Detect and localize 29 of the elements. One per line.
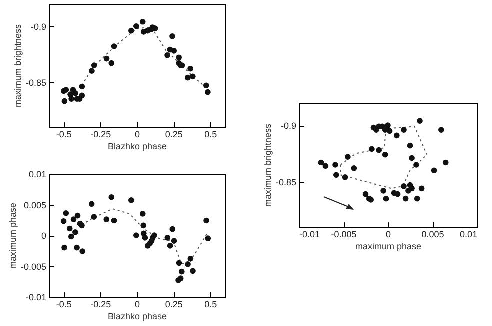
x-tick-label: 0 <box>386 230 392 240</box>
x-tick-label: 0 <box>134 130 140 140</box>
x-axis-title: Blazhko phase <box>108 142 168 152</box>
y-tick-label: 0.005 <box>24 200 46 210</box>
x-tick-label: -0.5 <box>56 130 72 140</box>
y-tick-label: -0.005 <box>20 262 46 272</box>
x-tick-label: 0.25 <box>165 130 183 140</box>
y-axis-title: maximum brightness <box>262 123 273 208</box>
x-tick-label: -0.25 <box>90 130 112 140</box>
x-tick-label: 0.01 <box>460 230 478 240</box>
x-tick-label: -0.01 <box>300 230 320 240</box>
y-tick-label: -0.85 <box>26 78 46 88</box>
x-tick-label: -0.25 <box>90 300 112 310</box>
x-axis-title: Blazhko phase <box>108 312 168 322</box>
y-tick-label: -0.9 <box>30 22 46 32</box>
x-tick-label: 0 <box>134 300 140 310</box>
x-tick-label: 0.5 <box>204 300 218 310</box>
x-tick-label: 0.25 <box>165 300 183 310</box>
x-axis-title: maximum phase <box>355 242 422 252</box>
x-tick-label: -0.005 <box>331 230 357 240</box>
y-tick-label: -0.9 <box>280 121 296 132</box>
x-tick-label: -0.5 <box>56 300 72 310</box>
x-tick-label: 0.5 <box>204 130 218 140</box>
y-tick-label: -0.85 <box>276 177 296 188</box>
y-axis-title: maximum brightness <box>12 24 23 108</box>
y-tick-label: 0.01 <box>28 170 46 180</box>
x-tick-label: 0.005 <box>422 230 444 240</box>
y-axis-title: maximum phase <box>8 202 18 270</box>
y-tick-label: -0.01 <box>26 292 46 302</box>
